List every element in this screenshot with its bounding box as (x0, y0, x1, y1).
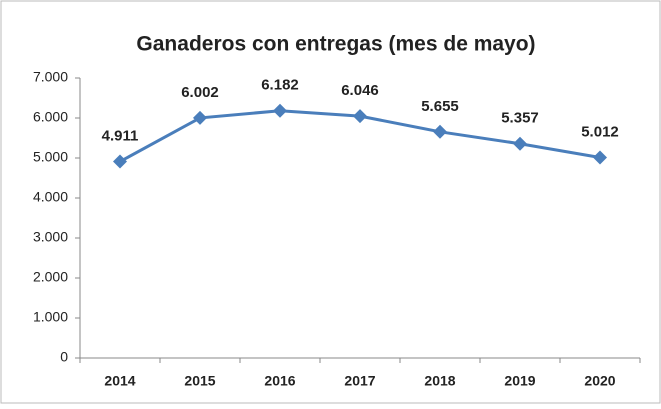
x-tick-label: 2016 (264, 373, 295, 389)
data-label: 5.655 (421, 98, 459, 115)
marker (113, 154, 127, 169)
marker (513, 136, 527, 151)
x-tick-label: 2014 (104, 373, 135, 389)
y-tick-label: 4.000 (33, 189, 68, 205)
marker (273, 103, 287, 118)
x-tick-label: 2020 (584, 373, 615, 389)
y-tick-label: 1.000 (33, 309, 68, 325)
chart-title: Ganaderos con entregas (mes de mayo) (136, 33, 535, 56)
marker (193, 110, 207, 125)
x-tick-label: 2017 (344, 373, 375, 389)
x-tick-label: 2015 (184, 373, 215, 389)
data-label: 5.357 (501, 110, 539, 127)
y-tick-label: 0 (60, 349, 68, 365)
data-label: 6.046 (341, 82, 379, 99)
data-label: 6.002 (181, 84, 219, 101)
x-tick-label: 2019 (504, 373, 535, 389)
y-tick-label: 5.000 (33, 149, 68, 165)
data-label: 6.182 (261, 77, 299, 94)
x-tick-label: 2018 (424, 373, 455, 389)
marker (433, 124, 447, 139)
y-tick-label: 3.000 (33, 229, 68, 245)
y-tick-label: 7.000 (33, 69, 68, 85)
marker (353, 109, 367, 124)
y-tick-label: 6.000 (33, 109, 68, 125)
data-label: 5.012 (581, 123, 619, 140)
data-label: 4.911 (102, 128, 139, 145)
y-tick-label: 2.000 (33, 269, 68, 285)
marker (593, 150, 607, 165)
